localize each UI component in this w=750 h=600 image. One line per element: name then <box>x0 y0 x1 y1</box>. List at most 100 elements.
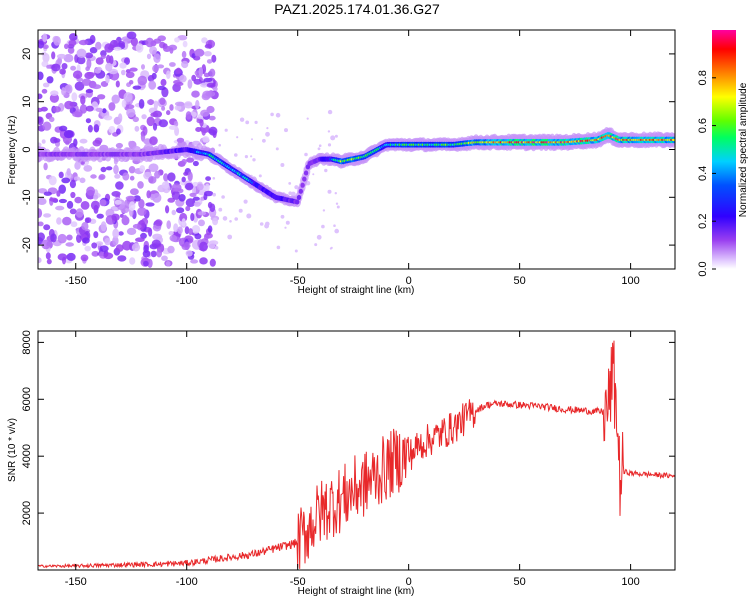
noise-blob <box>123 92 133 102</box>
noise-blob <box>43 191 52 196</box>
noise-blob <box>135 237 145 242</box>
noise-blob <box>72 111 83 118</box>
noise-blob <box>52 106 61 113</box>
noise-blob <box>126 107 136 118</box>
noise-blob <box>38 116 44 126</box>
noise-blob <box>50 233 57 243</box>
noise-blob <box>115 142 123 149</box>
noise-blob <box>204 183 210 192</box>
noise-blob <box>61 177 71 184</box>
noise-blob <box>96 213 104 219</box>
noise-blob <box>198 219 205 227</box>
noise-blob <box>119 62 127 69</box>
noise-blob <box>151 239 161 248</box>
noise-blob <box>72 70 83 79</box>
heatmap-x-tick-label: -150 <box>65 275 87 287</box>
colorbar-tick-label: 0.6 <box>697 118 709 133</box>
noise-blob <box>250 155 253 158</box>
noise-blob <box>41 51 47 57</box>
noise-blob <box>128 201 136 212</box>
noise-blob <box>115 244 124 252</box>
heatmap-y-tick-label: 10 <box>21 96 33 108</box>
snr-marks <box>38 340 675 569</box>
noise-blob <box>173 223 179 233</box>
noise-blob <box>64 100 74 110</box>
noise-blob <box>168 125 178 130</box>
snr-y-tick-label: 4000 <box>21 444 33 468</box>
noise-blob <box>150 250 157 258</box>
noise-blob <box>100 166 107 173</box>
noise-blob <box>209 258 216 267</box>
noise-blob <box>91 250 100 257</box>
noise-blob <box>56 190 61 197</box>
noise-blob <box>85 52 93 59</box>
noise-blob <box>79 177 86 184</box>
noise-blob <box>59 68 66 75</box>
noise-blob <box>42 44 49 49</box>
noise-blob <box>146 190 151 199</box>
noise-blob <box>115 181 124 190</box>
noise-blob <box>91 84 102 90</box>
noise-blob <box>42 82 50 88</box>
noise-blob <box>71 92 78 102</box>
noise-blob <box>85 89 94 94</box>
noise-blob <box>98 174 106 180</box>
noise-blob <box>188 228 193 236</box>
noise-blob <box>191 90 200 98</box>
noise-blob <box>322 209 326 212</box>
noise-blob <box>280 163 285 167</box>
noise-blob <box>70 65 76 71</box>
noise-blob <box>142 126 148 136</box>
noise-blob <box>57 253 68 261</box>
noise-blob <box>316 234 322 240</box>
noise-blob <box>166 70 171 79</box>
noise-blob <box>276 245 281 250</box>
noise-blob <box>113 46 122 51</box>
noise-blob <box>63 130 74 139</box>
noise-blob <box>80 201 90 210</box>
noise-blob <box>146 116 155 127</box>
noise-blob <box>208 126 218 136</box>
noise-blob <box>185 198 196 208</box>
noise-blob <box>181 218 186 227</box>
noise-blob <box>212 192 216 197</box>
colorbar <box>712 30 736 269</box>
noise-blob <box>145 202 155 207</box>
noise-blob <box>74 161 81 170</box>
noise-blob <box>137 207 147 216</box>
noise-blob <box>138 99 145 109</box>
noise-blob <box>84 245 91 252</box>
noise-blob <box>166 110 171 116</box>
noise-blob <box>121 99 127 108</box>
noise-blob <box>145 37 154 48</box>
noise-blob <box>185 205 191 212</box>
noise-blob <box>212 177 216 180</box>
noise-blob <box>152 193 162 203</box>
noise-blob <box>171 183 182 192</box>
noise-blob <box>152 64 160 73</box>
noise-blob <box>201 37 208 44</box>
noise-blob <box>244 155 248 159</box>
noise-blob <box>134 125 140 132</box>
noise-blob <box>294 249 298 253</box>
noise-blob <box>152 122 158 131</box>
noise-blob <box>178 194 186 202</box>
noise-blob <box>182 40 188 48</box>
noise-blob <box>154 170 161 179</box>
noise-blob <box>64 85 71 92</box>
noise-blob <box>201 127 206 136</box>
snr-y-tick-label: 2000 <box>21 501 33 525</box>
noise-blob <box>135 43 144 53</box>
noise-blob <box>153 100 158 110</box>
noise-blob <box>85 217 92 223</box>
noise-blob <box>90 200 100 211</box>
noise-blob <box>284 128 288 133</box>
noise-blob <box>327 109 333 115</box>
noise-blob <box>158 119 168 128</box>
noise-blob <box>334 192 337 195</box>
noise-blob <box>49 93 60 103</box>
noise-blob <box>175 67 182 75</box>
noise-blob <box>113 164 119 175</box>
noise-blob <box>190 259 199 264</box>
noise-blob <box>330 135 336 141</box>
